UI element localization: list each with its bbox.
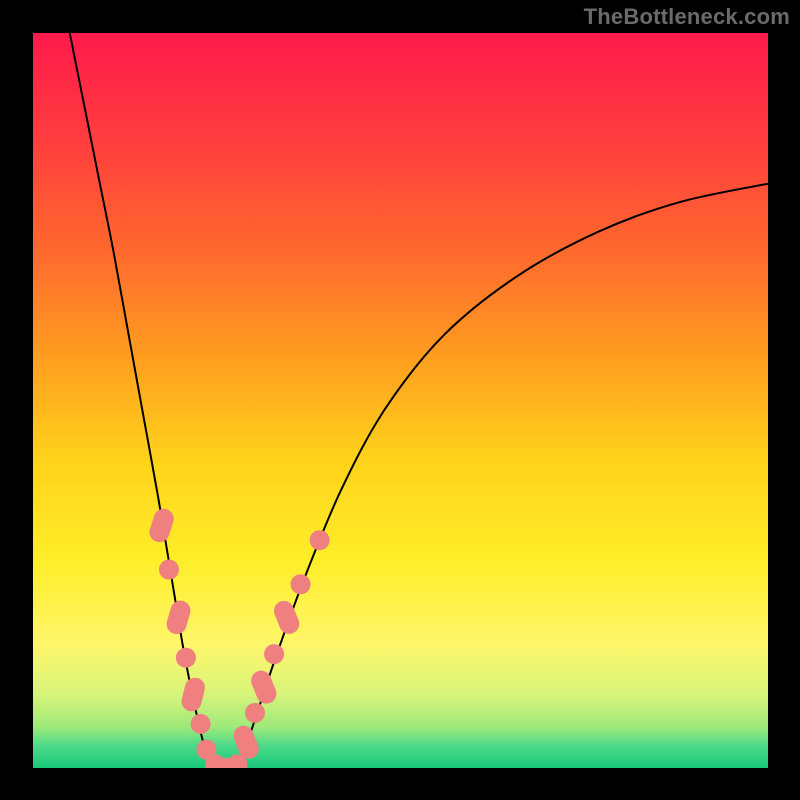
data-marker (191, 714, 211, 734)
chart-svg (33, 33, 768, 768)
data-marker (310, 530, 330, 550)
data-marker (159, 560, 179, 580)
watermark-text: TheBottleneck.com (584, 4, 790, 30)
data-marker (291, 574, 311, 594)
gradient-background (33, 33, 768, 768)
chart-canvas: TheBottleneck.com (0, 0, 800, 800)
data-marker (176, 648, 196, 668)
data-marker (245, 703, 265, 723)
data-marker (264, 644, 284, 664)
plot-area (33, 33, 768, 768)
